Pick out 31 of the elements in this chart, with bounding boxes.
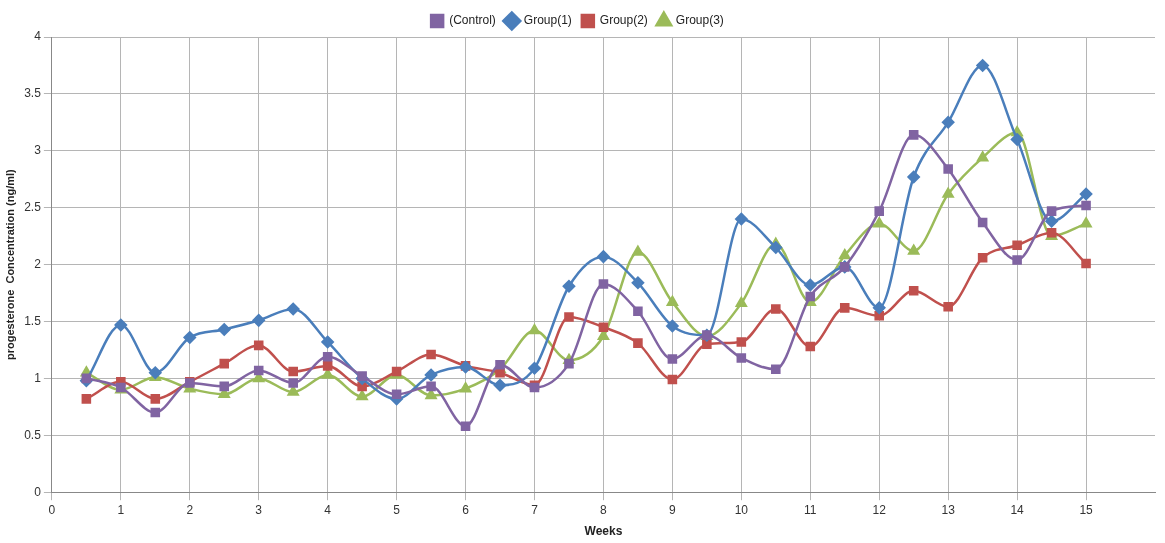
x-tick-label: 4	[324, 502, 332, 517]
y-tick-label: 3.5	[24, 86, 42, 101]
x-tick-label: 15	[1079, 502, 1094, 517]
y-tick-label: 2.5	[24, 200, 42, 215]
legend-label: Group(2)	[599, 13, 648, 28]
x-tick-label: 10	[734, 502, 749, 517]
x-tick-label: 8	[600, 502, 608, 517]
y-tick-label: 3	[34, 143, 42, 158]
y-tick-label: 1.5	[24, 313, 42, 328]
x-tick-label: 14	[1010, 502, 1025, 517]
x-tick-label: 13	[941, 502, 956, 517]
y-tick-label: 0	[34, 484, 42, 499]
x-tick-label: 1	[117, 502, 125, 517]
x-tick-label: 7	[531, 502, 539, 517]
legend-label: Group(3)	[675, 13, 724, 28]
x-tick-label: 0	[48, 502, 56, 517]
x-tick-label: 6	[462, 502, 470, 517]
x-tick-label: 2	[186, 502, 194, 517]
y-tick-label: 1	[34, 370, 42, 385]
y-axis-title: progesterone Concentration (ng/ml)	[3, 168, 16, 360]
x-tick-label: 5	[393, 502, 401, 517]
x-tick-label: 3	[255, 502, 263, 517]
legend-label: Group(1)	[523, 13, 572, 28]
x-tick-label: 12	[872, 502, 887, 517]
y-tick-label: 4	[34, 29, 42, 44]
y-tick-label: 0.5	[24, 427, 42, 442]
y-tick-label: 2	[34, 256, 42, 271]
x-tick-label: 9	[669, 502, 677, 517]
x-tick-label: 11	[804, 502, 817, 517]
legend-label: (Control)	[449, 13, 496, 28]
x-axis-title: Weeks	[584, 524, 623, 539]
